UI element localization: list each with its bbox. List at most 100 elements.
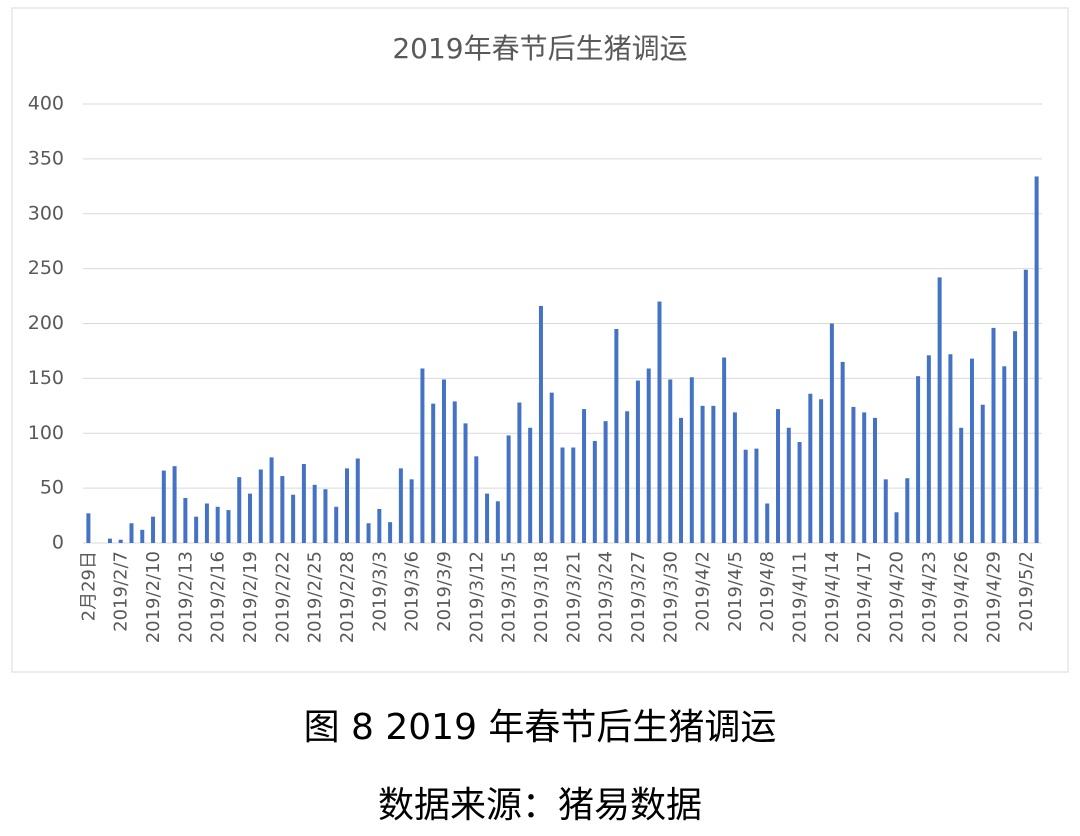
bar — [635, 380, 640, 543]
x-tick-label: 2019/4/29 — [984, 551, 1005, 643]
y-tick-label: 400 — [28, 93, 64, 115]
bar — [312, 484, 317, 543]
bar — [398, 468, 403, 543]
bar — [463, 423, 468, 543]
bar — [409, 479, 414, 543]
chart-title: 2019年春节后生猪调运 — [392, 32, 687, 65]
bar — [776, 409, 781, 543]
bar — [700, 405, 705, 543]
bar — [237, 477, 242, 543]
bar — [679, 417, 684, 543]
bar — [969, 358, 974, 543]
x-tick-label: 2019/2/22 — [272, 551, 293, 643]
x-tick-label: 2019/2/13 — [175, 551, 196, 643]
x-tick-label: 2019/3/12 — [466, 551, 487, 643]
x-tick-label: 2019/3/21 — [563, 551, 584, 643]
bar — [129, 523, 134, 543]
bar — [883, 479, 888, 543]
x-tick-label: 2019/3/6 — [402, 551, 423, 632]
bar — [226, 510, 231, 543]
bar — [625, 411, 630, 543]
bar — [215, 506, 220, 543]
bar — [765, 503, 770, 543]
bar — [183, 498, 188, 543]
x-tick-label: 2019/3/27 — [628, 551, 649, 643]
bar — [646, 368, 651, 543]
bar — [474, 456, 479, 543]
bar — [323, 489, 328, 543]
bar — [86, 513, 91, 543]
source: 数据来源：猪易数据 — [377, 785, 702, 826]
bar — [862, 412, 867, 543]
bar — [840, 361, 845, 543]
x-tick-label: 2019/4/2 — [693, 551, 714, 632]
bar — [851, 406, 856, 543]
x-tick-label: 2019/4/11 — [790, 551, 811, 643]
bar — [592, 440, 597, 543]
bar — [786, 427, 791, 543]
bar — [980, 404, 985, 543]
bar — [916, 376, 921, 543]
bar — [1034, 176, 1039, 543]
x-tick-label: 2019/2/19 — [240, 551, 261, 643]
caption: 图 8 2019 年春节后生猪调运 — [303, 707, 777, 748]
x-tick-label: 2019/2/25 — [305, 551, 326, 643]
bar — [388, 522, 393, 543]
bar — [872, 417, 877, 543]
bar — [107, 538, 112, 543]
x-tick-label: 2019/3/9 — [434, 551, 455, 632]
bar — [366, 523, 371, 543]
x-tick-label: 2019/4/20 — [887, 551, 908, 643]
bar — [743, 449, 748, 543]
bar — [560, 447, 565, 543]
bar — [732, 412, 737, 543]
bar — [991, 327, 996, 543]
y-tick-label: 200 — [28, 312, 64, 334]
x-tick-label: 2019/2/28 — [337, 551, 358, 643]
bar — [926, 355, 931, 543]
y-tick-label: 50 — [40, 477, 64, 499]
x-tick-label: 2019/4/14 — [822, 551, 843, 643]
bar — [538, 305, 543, 543]
x-tick-label: 2019/5/2 — [1016, 551, 1037, 632]
x-tick-label: 2019/4/5 — [725, 551, 746, 632]
bar — [959, 427, 964, 543]
y-tick-label: 100 — [28, 422, 64, 444]
bar — [485, 493, 490, 543]
x-tick-label: 2019/3/15 — [499, 551, 520, 643]
bar — [452, 401, 457, 543]
bar — [172, 466, 177, 543]
x-tick-label: 2019/3/30 — [660, 551, 681, 643]
x-tick-label: 2019/3/24 — [596, 551, 617, 643]
bar — [582, 409, 587, 543]
bar — [355, 458, 360, 543]
bar — [441, 379, 446, 543]
bar — [280, 476, 285, 543]
bar — [1023, 269, 1028, 543]
bar — [722, 357, 727, 543]
bar — [291, 494, 296, 543]
x-tick-label: 2019/4/26 — [951, 551, 972, 643]
bar — [668, 379, 673, 543]
bar — [689, 377, 694, 543]
bar — [571, 447, 576, 543]
x-tick-label: 2019/2/7 — [111, 551, 132, 632]
bar — [614, 328, 619, 543]
bar — [905, 478, 910, 543]
bar — [301, 463, 306, 543]
bar — [258, 469, 263, 543]
x-tick-label: 2019/4/17 — [854, 551, 875, 643]
bar — [431, 403, 436, 543]
bar — [948, 354, 953, 543]
bar — [140, 529, 145, 543]
bar — [377, 508, 382, 543]
bar — [797, 442, 802, 543]
bar — [204, 503, 209, 543]
bar — [657, 301, 662, 543]
chart: 2019年春节后生猪调运 0 50 100 150 200 250 300 350 400 2月2… — [11, 7, 1069, 673]
bar — [603, 421, 608, 543]
y-tick-label: 0 — [52, 532, 64, 554]
x-tick-label: 2019/4/8 — [757, 551, 778, 632]
bar — [344, 468, 349, 543]
